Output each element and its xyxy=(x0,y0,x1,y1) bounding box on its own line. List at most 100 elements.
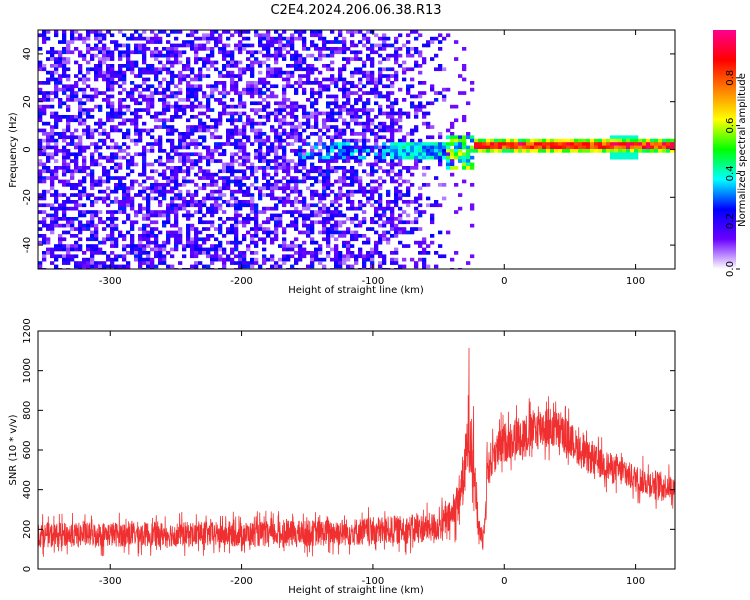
heatmap-cell xyxy=(114,257,119,262)
heatmap-cell xyxy=(382,84,387,89)
heatmap-cell xyxy=(226,64,231,68)
heatmap-cell xyxy=(210,257,215,262)
heatmap-cell xyxy=(66,230,71,235)
heatmap-cell xyxy=(274,101,279,106)
heatmap-cell xyxy=(210,179,215,184)
heatmap-cell xyxy=(326,84,331,89)
heatmap-cell xyxy=(438,40,443,44)
heatmap-cell xyxy=(486,142,491,146)
heatmap-cell xyxy=(190,227,195,231)
heatmap-cell xyxy=(658,142,663,146)
heatmap-cell xyxy=(262,159,267,163)
heatmap-cell xyxy=(174,30,179,34)
heatmap-cell xyxy=(410,200,415,204)
heatmap-cell xyxy=(270,142,275,146)
heatmap-cell xyxy=(190,70,195,75)
heatmap-cell xyxy=(238,128,243,133)
heatmap-cell xyxy=(394,230,399,235)
heatmap-cell xyxy=(410,149,415,153)
heatmap-cell xyxy=(314,77,319,82)
heatmap-cell xyxy=(478,145,483,150)
heatmap-cell xyxy=(214,67,219,72)
heatmap-cell xyxy=(194,30,199,34)
heatmap-cell xyxy=(138,172,143,177)
heatmap-cell xyxy=(354,132,359,136)
heatmap-cell xyxy=(306,186,311,191)
heatmap-cell xyxy=(522,138,527,143)
heatmap-cell xyxy=(142,47,147,51)
heatmap-cell xyxy=(414,108,419,112)
heatmap-cell xyxy=(90,217,95,221)
heatmap-cell xyxy=(310,70,315,75)
heatmap-cell xyxy=(290,244,295,248)
heatmap-cell xyxy=(310,152,315,157)
heatmap-cell xyxy=(414,196,419,201)
heatmap-cell xyxy=(38,145,43,150)
heatmap-cell xyxy=(414,47,419,51)
heatmap-cell xyxy=(262,81,267,85)
heatmap-cell xyxy=(126,230,131,235)
heatmap-cell xyxy=(114,152,119,157)
heatmap-cell xyxy=(222,111,227,116)
heatmap-cell xyxy=(238,206,243,211)
heatmap-cell xyxy=(382,33,387,38)
heatmap-cell xyxy=(230,196,235,201)
heatmap-cell xyxy=(230,87,235,92)
heatmap-cell xyxy=(106,203,111,208)
heatmap-cell xyxy=(286,223,291,228)
heatmap-cell xyxy=(62,115,67,119)
heatmap-cell xyxy=(338,30,343,34)
heatmap-cell xyxy=(154,115,159,119)
heatmap-cell xyxy=(270,230,275,235)
heatmap-cell xyxy=(342,67,347,72)
heatmap-cell xyxy=(294,189,299,194)
heatmap-cell xyxy=(170,172,175,177)
heatmap-cell xyxy=(370,169,375,174)
heatmap-cell xyxy=(74,206,79,211)
heatmap-cell xyxy=(302,152,307,157)
heatmap-cell xyxy=(350,152,355,157)
heatmap-cell xyxy=(406,115,411,119)
heatmap-cell xyxy=(242,257,247,262)
heatmap-cell xyxy=(426,203,431,208)
heatmap-cell xyxy=(114,43,119,48)
heatmap-cell xyxy=(86,132,91,136)
heatmap-cell xyxy=(446,230,451,235)
heatmap-cell xyxy=(442,94,447,99)
heatmap-cell xyxy=(162,261,167,265)
heatmap-cell xyxy=(190,179,195,184)
heatmap-cell xyxy=(362,220,367,225)
heatmap-cell xyxy=(178,30,183,34)
heatmap-cell xyxy=(102,240,107,245)
heatmap-cell xyxy=(78,121,83,126)
heatmap-cell xyxy=(378,149,383,153)
heatmap-cell xyxy=(314,132,319,136)
heatmap-cell xyxy=(334,213,339,218)
heatmap-cell xyxy=(390,128,395,133)
heatmap-cell xyxy=(350,172,355,177)
heatmap-cell xyxy=(170,43,175,48)
heatmap-cell xyxy=(406,149,411,153)
heatmap-cell xyxy=(286,183,291,187)
heatmap-cell xyxy=(386,162,391,167)
heatmap-cell xyxy=(638,142,643,146)
heatmap-cell xyxy=(438,162,443,167)
heatmap-cell xyxy=(262,60,267,65)
heatmap-cell xyxy=(98,183,103,187)
heatmap-cell xyxy=(410,230,415,235)
heatmap-cell xyxy=(150,53,155,58)
heatmap-cell xyxy=(142,57,147,61)
heatmap-cell xyxy=(450,159,455,163)
heatmap-cell xyxy=(58,74,63,78)
heatmap-cell xyxy=(62,36,67,41)
heatmap-cell xyxy=(426,101,431,106)
heatmap-cell xyxy=(50,57,55,61)
heatmap-cell xyxy=(350,244,355,248)
heatmap-cell xyxy=(254,101,259,106)
heatmap-cell xyxy=(542,149,547,153)
heatmap-cell xyxy=(290,166,295,170)
heatmap-cell xyxy=(242,87,247,92)
heatmap-cell xyxy=(334,135,339,140)
heatmap-cell xyxy=(218,152,223,157)
heatmap-cell xyxy=(126,53,131,58)
